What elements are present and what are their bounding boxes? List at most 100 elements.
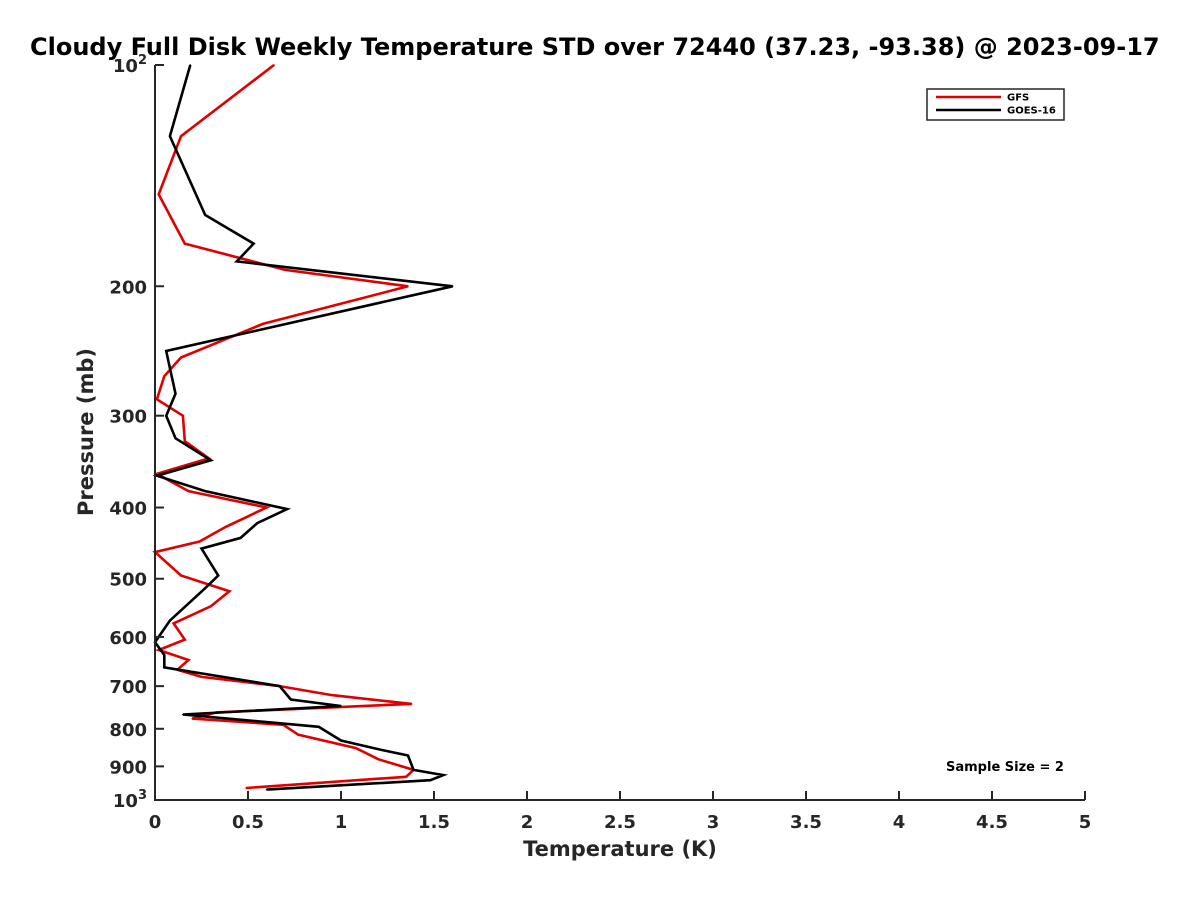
data-point-goes-16 bbox=[204, 587, 207, 589]
data-point-goes-16 bbox=[163, 654, 166, 656]
data-point-gfs bbox=[224, 526, 227, 528]
data-point-gfs bbox=[405, 776, 407, 778]
y-tick-label: 800 bbox=[109, 720, 147, 741]
legend-box bbox=[926, 88, 1065, 121]
data-point-gfs bbox=[183, 242, 186, 245]
data-point-goes-16 bbox=[204, 214, 207, 216]
y-tick-label: 900 bbox=[109, 757, 147, 778]
y-tick-label: 200 bbox=[109, 277, 147, 298]
x-tick-label: 0 bbox=[149, 812, 162, 833]
x-tick-label: 2 bbox=[521, 812, 534, 833]
x-tick-label: 1 bbox=[335, 812, 348, 833]
x-tick-label: 1.5 bbox=[418, 812, 450, 833]
data-point-gfs bbox=[198, 540, 201, 543]
legend: GFS GOES-16 bbox=[926, 88, 1065, 121]
x-axis: 0 0.5 1 1.5 2 2.5 3 3.5 4 4.5 5 bbox=[149, 791, 1092, 833]
x-tick-label: 4 bbox=[893, 812, 906, 833]
data-point-goes-16 bbox=[278, 685, 281, 687]
y-tick-label: 700 bbox=[109, 677, 147, 698]
data-point-goes-16 bbox=[340, 705, 342, 707]
data-point-goes-16 bbox=[265, 788, 268, 791]
data-point-gfs bbox=[407, 285, 409, 288]
data-point-goes-16 bbox=[169, 619, 171, 622]
data-point-goes-16 bbox=[182, 713, 184, 716]
data-point-goes-16 bbox=[210, 459, 212, 462]
plot-area: 0 0.5 1 1.5 2 2.5 3 3.5 4 4.5 5 102 200 300 400 500 600… bbox=[109, 53, 1091, 833]
data-point-gfs bbox=[183, 440, 186, 443]
data-point-goes-16 bbox=[412, 769, 415, 771]
data-point-gfs bbox=[180, 574, 182, 577]
data-point-goes-16 bbox=[169, 135, 171, 138]
data-point-goes-16 bbox=[174, 392, 177, 395]
data-point-gfs bbox=[180, 135, 182, 138]
y-tick-label: 102 bbox=[113, 53, 147, 77]
data-point-goes-16 bbox=[451, 285, 454, 288]
data-point-goes-16 bbox=[407, 754, 409, 757]
data-point-goes-16 bbox=[163, 666, 166, 669]
y-axis: 102 200 300 400 500 600 700 800 900 103 bbox=[109, 53, 164, 812]
series-line-goes-16 bbox=[152, 64, 453, 791]
x-tick-label: 4.5 bbox=[976, 812, 1008, 833]
y-tick-label: 300 bbox=[109, 407, 147, 428]
y-tick-label: 600 bbox=[109, 628, 147, 649]
data-point-gfs bbox=[182, 414, 184, 417]
data-point-goes-16 bbox=[381, 749, 383, 751]
sample-size-note: Sample Size = 2 bbox=[946, 760, 1064, 775]
data-point-goes-16 bbox=[252, 242, 255, 245]
data-point-goes-16 bbox=[340, 739, 342, 742]
data-point-gfs bbox=[273, 64, 275, 66]
data-point-goes-16 bbox=[317, 725, 320, 728]
legend-label-gfs: GFS bbox=[1007, 93, 1029, 104]
data-point-gfs bbox=[156, 398, 158, 401]
data-point-goes-16 bbox=[156, 474, 158, 477]
data-point-gfs bbox=[172, 622, 175, 625]
data-point-goes-16 bbox=[286, 508, 288, 510]
chart-title: Cloudy Full Disk Weekly Temperature STD … bbox=[30, 33, 1160, 61]
x-axis-title: Temperature (K) bbox=[523, 837, 717, 861]
series-line-gfs bbox=[152, 63, 417, 790]
data-point-gfs bbox=[262, 323, 264, 325]
x-tick-label: 0.5 bbox=[232, 812, 264, 833]
series-layer bbox=[152, 63, 454, 791]
data-point-gfs bbox=[200, 676, 203, 678]
x-tick-label: 3 bbox=[707, 812, 720, 833]
data-point-goes-16 bbox=[174, 437, 177, 440]
y-tick-label: 103 bbox=[113, 788, 147, 812]
x-tick-label: 5 bbox=[1079, 812, 1092, 833]
y-axis-title: Pressure (mb) bbox=[74, 348, 98, 516]
data-point-goes-16 bbox=[189, 64, 192, 66]
data-point-gfs bbox=[183, 638, 186, 641]
data-point-goes-16 bbox=[289, 698, 292, 701]
data-point-gfs bbox=[180, 356, 182, 359]
data-point-gfs bbox=[245, 787, 247, 789]
data-point-goes-16 bbox=[239, 537, 242, 539]
x-tick-label: 2.5 bbox=[604, 812, 636, 833]
data-point-gfs bbox=[410, 703, 413, 705]
data-point-goes-16 bbox=[217, 574, 220, 577]
y-tick-label: 500 bbox=[109, 570, 147, 591]
data-point-gfs bbox=[297, 733, 300, 736]
data-point-gfs bbox=[284, 269, 287, 271]
data-point-gfs bbox=[157, 193, 160, 196]
data-point-gfs bbox=[187, 659, 190, 661]
data-point-goes-16 bbox=[165, 414, 167, 417]
data-point-gfs bbox=[210, 605, 212, 608]
y-tick-label: 400 bbox=[109, 499, 147, 520]
data-point-goes-16 bbox=[236, 260, 238, 263]
data-point-goes-16 bbox=[256, 522, 259, 524]
data-point-gfs bbox=[187, 490, 190, 492]
data-point-goes-16 bbox=[204, 490, 207, 492]
data-point-gfs bbox=[377, 758, 380, 760]
data-point-goes-16 bbox=[200, 547, 203, 550]
data-point-goes-16 bbox=[429, 779, 432, 782]
x-tick-label: 3.5 bbox=[790, 812, 822, 833]
data-point-gfs bbox=[228, 590, 231, 593]
data-point-gfs bbox=[355, 747, 357, 749]
data-point-goes-16 bbox=[442, 774, 445, 776]
data-point-gfs bbox=[191, 717, 193, 720]
legend-label-goes-16: GOES-16 bbox=[1007, 106, 1056, 117]
data-point-gfs bbox=[265, 506, 268, 509]
data-point-gfs bbox=[163, 375, 166, 377]
data-point-gfs bbox=[330, 694, 333, 696]
